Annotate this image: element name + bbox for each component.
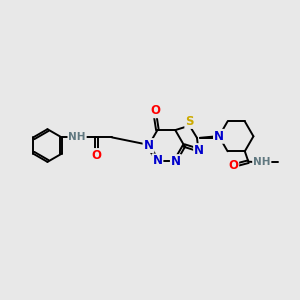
Text: N: N [214,130,224,143]
Text: S: S [185,115,194,128]
Text: N: N [171,155,181,168]
Text: NH: NH [253,157,271,167]
Text: N: N [143,139,154,152]
Text: O: O [228,159,238,172]
Text: N: N [194,144,204,157]
Text: NH: NH [68,132,86,142]
Text: N: N [152,154,162,167]
Text: O: O [92,149,101,162]
Text: O: O [150,104,160,117]
